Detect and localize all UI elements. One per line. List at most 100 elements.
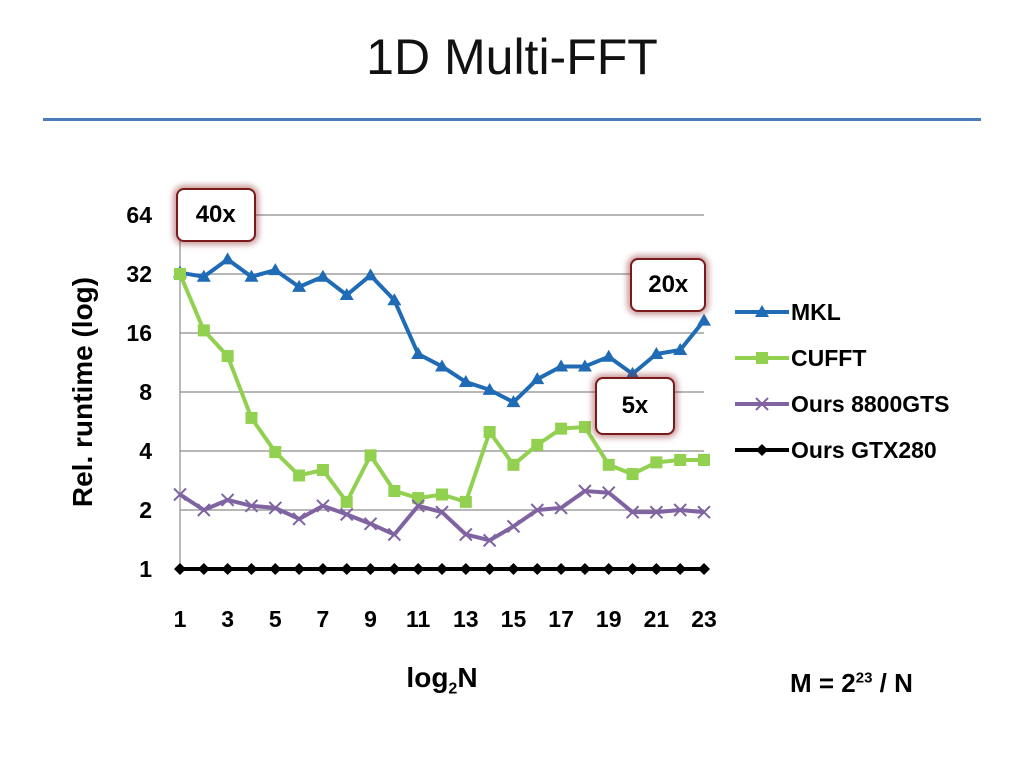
y-tick-label: 64 bbox=[126, 202, 152, 228]
callout-40x: 40x bbox=[175, 188, 256, 242]
data-point bbox=[650, 563, 663, 575]
series-ours-gtx280 bbox=[174, 563, 710, 575]
data-point bbox=[626, 563, 639, 575]
data-point bbox=[364, 563, 377, 575]
data-point bbox=[625, 366, 640, 379]
data-point bbox=[339, 288, 354, 301]
data-point bbox=[649, 347, 664, 360]
data-point bbox=[221, 563, 234, 575]
legend: MKL CUFFT Ours 8800GTS Ours GTX280 bbox=[735, 289, 950, 473]
data-point bbox=[530, 503, 544, 517]
data-point bbox=[554, 359, 569, 372]
data-point bbox=[174, 563, 186, 575]
data-point bbox=[459, 495, 472, 508]
legend-label: CUFFT bbox=[791, 344, 867, 371]
x-tick-label: 7 bbox=[317, 606, 330, 632]
data-point bbox=[507, 458, 520, 471]
data-point bbox=[245, 563, 258, 575]
data-point bbox=[197, 503, 211, 517]
data-point bbox=[292, 512, 306, 526]
x-tick-label: 11 bbox=[406, 606, 431, 632]
data-point bbox=[506, 519, 521, 534]
title-divider bbox=[43, 118, 981, 121]
legend-item-mkl: MKL bbox=[735, 289, 950, 335]
data-point bbox=[388, 485, 401, 498]
data-point bbox=[268, 263, 283, 276]
data-point bbox=[269, 563, 282, 575]
legend-label: MKL bbox=[791, 298, 841, 325]
data-point bbox=[698, 563, 710, 575]
data-point bbox=[316, 499, 330, 513]
data-point bbox=[649, 505, 664, 519]
data-point bbox=[436, 488, 448, 501]
x-tick-label: 5 bbox=[269, 606, 282, 632]
data-point bbox=[578, 484, 592, 498]
data-point bbox=[197, 563, 210, 575]
legend-swatch-cufft bbox=[735, 352, 789, 364]
callout-5x: 5x bbox=[594, 376, 675, 435]
data-point bbox=[577, 359, 592, 372]
data-point bbox=[555, 422, 568, 435]
data-point bbox=[220, 493, 235, 507]
data-point bbox=[530, 372, 545, 385]
legend-swatch-mkl bbox=[735, 305, 789, 317]
data-point bbox=[388, 563, 401, 575]
data-point bbox=[506, 395, 521, 408]
legend-item-gtx280: Ours GTX280 bbox=[735, 427, 950, 473]
data-point bbox=[340, 563, 353, 575]
data-point bbox=[387, 293, 402, 306]
data-point bbox=[292, 279, 307, 292]
data-point bbox=[697, 313, 711, 326]
data-point bbox=[245, 411, 258, 424]
data-point bbox=[459, 527, 473, 542]
data-point bbox=[482, 533, 497, 548]
x-tick-label: 17 bbox=[548, 606, 574, 632]
legend-swatch-gtx280 bbox=[735, 444, 789, 456]
legend-item-cufft: CUFFT bbox=[735, 335, 950, 381]
y-tick-label: 16 bbox=[126, 320, 152, 346]
data-point bbox=[483, 563, 496, 575]
data-point bbox=[602, 563, 615, 575]
data-point bbox=[364, 449, 377, 462]
data-point bbox=[244, 269, 259, 282]
legend-label: Ours 8800GTS bbox=[791, 390, 950, 417]
data-point bbox=[411, 347, 426, 360]
callout-20x: 20x bbox=[630, 258, 707, 313]
data-point bbox=[269, 446, 282, 459]
x-tick-label: 13 bbox=[453, 606, 479, 632]
y-tick-label: 2 bbox=[139, 497, 152, 523]
data-point bbox=[173, 487, 187, 502]
formula-note: M = 223 / N bbox=[790, 668, 913, 698]
series-mkl bbox=[173, 252, 711, 408]
data-point bbox=[674, 453, 687, 466]
data-point bbox=[602, 486, 616, 500]
data-point bbox=[268, 501, 282, 515]
x-tick-label: 19 bbox=[596, 606, 622, 632]
data-point bbox=[315, 269, 330, 282]
data-point bbox=[626, 468, 639, 481]
data-point bbox=[578, 563, 591, 575]
data-point bbox=[435, 505, 449, 519]
data-point bbox=[673, 343, 688, 356]
x-tick-label: 15 bbox=[501, 606, 527, 632]
data-point bbox=[674, 563, 687, 575]
data-point bbox=[507, 563, 520, 575]
data-point bbox=[482, 382, 497, 395]
data-point bbox=[316, 563, 329, 575]
x-axis-label: log2N bbox=[406, 662, 478, 698]
data-point bbox=[244, 499, 259, 513]
data-point bbox=[387, 527, 402, 542]
y-tick-label: 32 bbox=[126, 261, 152, 287]
series-cufft bbox=[174, 268, 710, 508]
data-point bbox=[174, 268, 186, 280]
data-point bbox=[697, 505, 711, 519]
data-point bbox=[412, 563, 425, 575]
data-point bbox=[363, 517, 378, 531]
data-point bbox=[698, 453, 710, 466]
x-tick-label: 23 bbox=[691, 606, 717, 632]
data-point bbox=[340, 507, 354, 522]
data-point bbox=[459, 563, 472, 575]
x-tick-label: 1 bbox=[174, 606, 187, 632]
